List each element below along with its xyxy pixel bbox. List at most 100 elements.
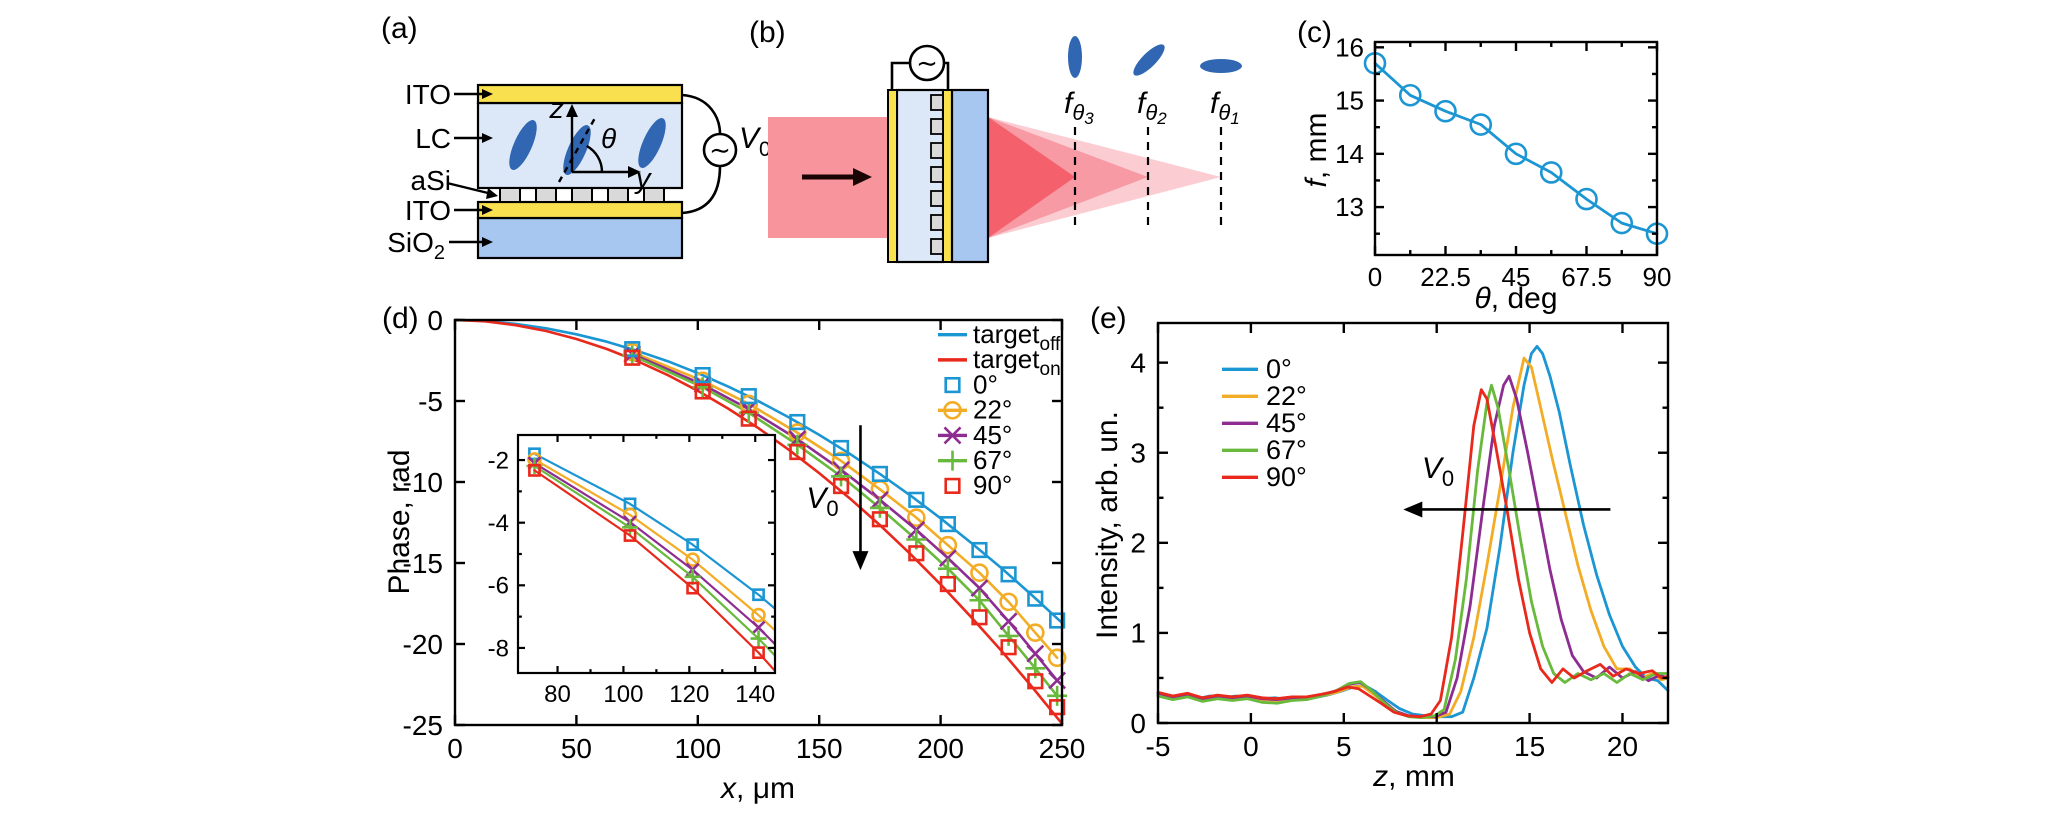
annotation-text: 22° — [1266, 381, 1307, 411]
marker-square — [944, 477, 961, 494]
panel-label-d: (d) — [382, 302, 419, 335]
f-theta3-text: fθ3 — [1064, 87, 1094, 128]
series-90deg-line — [1156, 388, 1670, 719]
ac-tilde-b: ∼ — [916, 48, 938, 78]
v0-main: V — [739, 122, 762, 155]
ito-bottom-layer — [476, 200, 684, 220]
annotation-text: 45° — [973, 420, 1012, 450]
marker-square — [1049, 699, 1066, 716]
marker-square — [944, 376, 961, 394]
x-tick-label: 15 — [1514, 731, 1545, 762]
f1-idx: 1 — [1230, 109, 1239, 128]
lc-molecule — [509, 120, 537, 170]
label-main: target — [973, 319, 1040, 349]
asi-post — [930, 166, 944, 183]
label-sub: on — [1040, 359, 1061, 380]
f3-idx: 3 — [1084, 109, 1094, 128]
label-main: 0° — [1266, 354, 1292, 384]
chart-phase-profiles: 0 50 100 150 200 2500-5-10-15-20-25targetofft… — [403, 305, 1086, 769]
asi-post — [535, 187, 557, 203]
v0-sub: 0 — [759, 138, 771, 161]
x-tick-label: -5 — [1146, 731, 1171, 762]
y-tick-label: 16 — [1335, 32, 1364, 62]
annotation-text: 0° — [973, 369, 998, 399]
marker-plus — [622, 519, 639, 536]
f2-sub: θ — [1145, 100, 1157, 125]
z-arrowhead-icon — [566, 104, 578, 117]
asi-post — [930, 214, 944, 231]
marker-square — [694, 383, 711, 400]
panel-label-e: (e) — [1090, 302, 1127, 335]
series-focal-length-line — [1373, 61, 1659, 236]
label-main: 90° — [1266, 462, 1307, 492]
v0-arrowhead-icon — [852, 551, 869, 571]
marker-square — [871, 465, 889, 483]
marker-circle — [938, 535, 958, 555]
axes-arrows — [557, 116, 631, 183]
marker-x — [938, 549, 957, 568]
marker-plus — [942, 450, 963, 471]
x-tick-label: 0 — [1368, 262, 1382, 292]
marker-square — [908, 545, 925, 562]
ito-top-text: ITO — [405, 79, 451, 110]
label-main: 67° — [973, 445, 1012, 475]
marker-circle — [970, 563, 989, 583]
marker-square — [958, 787, 968, 797]
marker-x — [970, 579, 989, 598]
molecule-horizontal — [1200, 59, 1242, 73]
marker-square — [908, 491, 925, 508]
marker-square — [1000, 639, 1017, 656]
marker-square — [813, 640, 823, 650]
d-xaxis-rest: , μm — [736, 772, 795, 805]
y-tick-label: 13 — [1335, 192, 1364, 222]
y-tick-label: 0 — [1130, 708, 1146, 739]
marker-x — [1026, 644, 1045, 663]
annotation-text: V0 — [806, 482, 838, 521]
marker-circle — [1469, 113, 1493, 136]
axes-box — [1156, 321, 1670, 725]
marker-square — [789, 413, 806, 431]
annotation-text: 67° — [1266, 435, 1307, 465]
y-tick-label: -6 — [488, 573, 509, 600]
marker-square — [740, 388, 757, 405]
marker-circle — [1398, 83, 1422, 107]
annotation-text: 0° — [1266, 354, 1292, 384]
axes-box — [453, 318, 1064, 727]
asi-post — [607, 187, 629, 203]
marker-square — [1049, 612, 1066, 629]
series-45deg-line — [1156, 374, 1670, 719]
wire-bottom — [681, 165, 722, 215]
sio2-main: SiO — [387, 227, 434, 258]
label-sub: off — [1040, 334, 1062, 355]
marker-circle — [1610, 211, 1634, 235]
label-main: 0° — [973, 369, 998, 399]
marker-x — [943, 426, 962, 445]
x-tick-label: 10 — [1421, 731, 1452, 762]
f1-sym: f — [1210, 87, 1221, 120]
marker-x — [865, 739, 877, 751]
c-xaxis-label: θ, deg — [1474, 282, 1557, 316]
marker-plus — [937, 558, 958, 579]
x-tick-label: 5 — [1336, 731, 1352, 762]
beam-arrowhead-icon — [853, 168, 872, 186]
x-tick-label: 250 — [1039, 733, 1086, 764]
x-tick-label: 150 — [796, 733, 843, 764]
asi-column — [930, 94, 944, 255]
marker-circle — [1504, 142, 1528, 166]
ac-circuit-b: ∼ — [890, 44, 950, 90]
marker-circle — [914, 773, 926, 785]
d-xaxis-label: x, μm — [721, 772, 795, 806]
panel-label-a: (a) — [381, 12, 418, 45]
x-tick-label: 100 — [603, 681, 643, 708]
series-67deg-line — [533, 464, 775, 658]
e-xaxis-label: z, mm — [1373, 760, 1455, 794]
ac-source-icon — [908, 44, 946, 82]
label-main: 22° — [973, 395, 1012, 425]
y-axis-text: y — [634, 163, 652, 195]
molecule-tilted — [1133, 44, 1165, 76]
asi-post — [930, 190, 944, 207]
marker-plus — [863, 753, 879, 769]
f3-sub: θ — [1072, 100, 1084, 125]
focal-planes — [1073, 127, 1223, 228]
marker-plus — [969, 590, 990, 611]
